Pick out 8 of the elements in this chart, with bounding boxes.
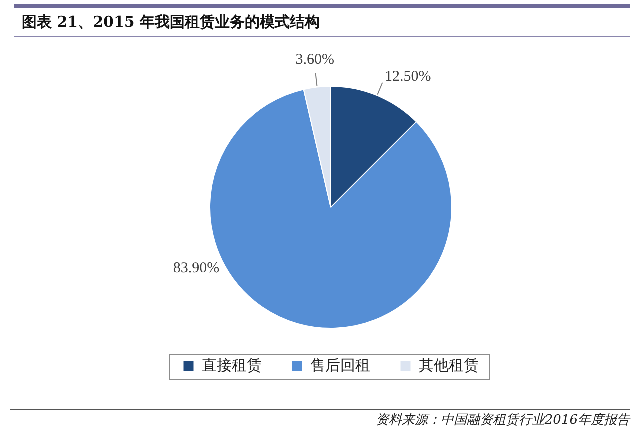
text: 资料来源：中国融资租赁行业2016年度报告	[10, 409, 630, 431]
chart-title: 图表 21、2015 年我国租赁业务的模式结构	[14, 4, 630, 37]
data-label: 3.60%	[296, 52, 334, 68]
legend-label: 直接租赁	[202, 357, 262, 374]
data-label: 12.50%	[384, 69, 432, 86]
legend-label: 其他租赁	[418, 357, 479, 374]
legend-label: 售后回租	[310, 357, 370, 374]
data-label: 83.90%	[173, 260, 220, 276]
